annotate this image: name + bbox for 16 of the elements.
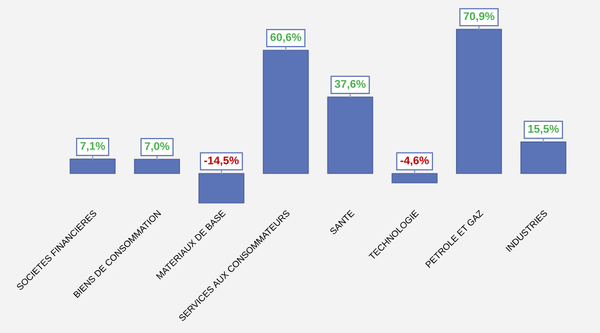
data-label: 37,6% xyxy=(334,80,366,90)
bar xyxy=(392,173,438,184)
bar xyxy=(327,96,374,174)
bar xyxy=(134,158,180,174)
data-label: 15,5% xyxy=(528,124,559,134)
bar xyxy=(520,142,566,174)
data-label: 70,9% xyxy=(464,12,494,22)
data-label: -14,5% xyxy=(204,156,239,166)
bar xyxy=(262,50,309,174)
bar xyxy=(198,173,244,204)
data-label: 7,1% xyxy=(80,142,106,152)
bar xyxy=(70,158,116,174)
bar xyxy=(456,28,502,174)
data-label: 7,0% xyxy=(144,142,170,152)
data-label: 60,6% xyxy=(270,33,302,43)
data-label: -4,6% xyxy=(400,156,429,166)
